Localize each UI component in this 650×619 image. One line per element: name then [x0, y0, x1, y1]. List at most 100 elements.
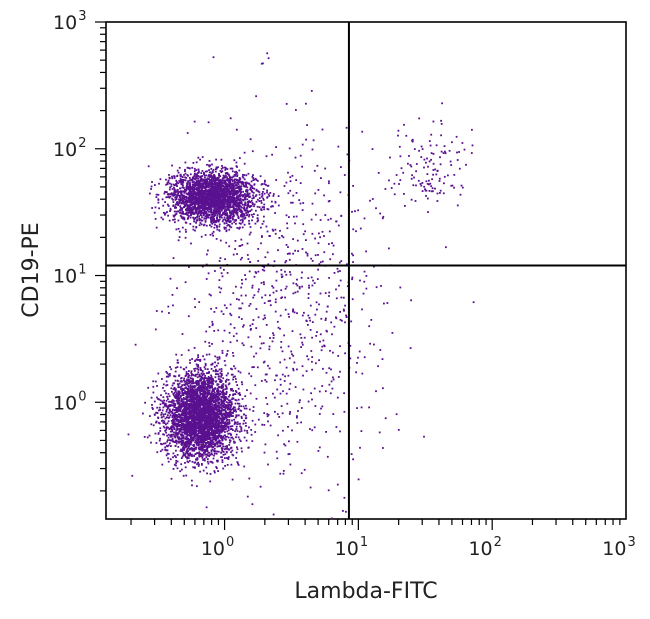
- data-point: [187, 373, 189, 375]
- data-point: [199, 438, 201, 440]
- data-point: [224, 445, 227, 448]
- data-point: [152, 385, 155, 388]
- data-point: [186, 184, 188, 187]
- data-point: [163, 426, 166, 429]
- data-point: [228, 411, 231, 414]
- data-point: [217, 198, 220, 201]
- data-point: [201, 443, 203, 446]
- data-point: [248, 426, 250, 429]
- data-point: [174, 455, 176, 457]
- data-point: [189, 173, 192, 176]
- data-point: [207, 441, 209, 443]
- data-point: [218, 413, 220, 416]
- data-point: [161, 419, 164, 422]
- data-point: [236, 203, 239, 205]
- data-point: [162, 211, 165, 214]
- data-point: [174, 221, 176, 224]
- data-point: [200, 428, 203, 431]
- data-point: [253, 213, 255, 215]
- data-point: [194, 429, 197, 432]
- data-point: [176, 427, 178, 430]
- data-point: [202, 384, 204, 387]
- data-point: [167, 457, 169, 460]
- data-point: [213, 388, 215, 390]
- data-point: [182, 412, 185, 415]
- data-point: [208, 425, 211, 428]
- data-point: [211, 386, 213, 389]
- data-point: [160, 412, 163, 414]
- data-point: [246, 432, 249, 434]
- data-point: [167, 444, 170, 447]
- data-point: [208, 383, 210, 386]
- data-point: [186, 174, 189, 176]
- data-point: [193, 386, 196, 389]
- data-point: [162, 442, 165, 445]
- data-point: [191, 197, 193, 200]
- data-point: [215, 411, 217, 414]
- data-point: [207, 446, 210, 448]
- data-point: [166, 405, 169, 408]
- data-point: [179, 392, 181, 394]
- data-point: [223, 425, 226, 428]
- data-point: [184, 172, 187, 175]
- data-point: [196, 411, 198, 414]
- data-point: [235, 399, 238, 402]
- data-point: [165, 392, 167, 395]
- data-point: [216, 467, 218, 470]
- data-point: [178, 403, 181, 406]
- data-point: [187, 214, 190, 217]
- data-point: [157, 398, 159, 400]
- data-point: [210, 450, 213, 453]
- data-point: [196, 388, 198, 391]
- data-point: [198, 446, 200, 449]
- data-point: [187, 392, 190, 395]
- data-point: [227, 403, 230, 406]
- data-point: [198, 448, 201, 451]
- data-point: [168, 395, 171, 398]
- data-point: [201, 424, 204, 427]
- data-point: [210, 178, 213, 180]
- data-point: [230, 436, 233, 439]
- data-point: [193, 405, 195, 408]
- data-point: [226, 430, 229, 433]
- data-point: [217, 375, 220, 378]
- data-point: [205, 396, 207, 399]
- data-point: [204, 407, 207, 410]
- data-point: [219, 406, 222, 409]
- data-point: [182, 451, 185, 454]
- data-point: [239, 181, 242, 184]
- data-point: [231, 222, 233, 225]
- data-point: [170, 434, 173, 436]
- data-point: [210, 416, 212, 418]
- data-point: [178, 397, 181, 400]
- data-point: [203, 451, 206, 453]
- data-point: [192, 424, 195, 427]
- data-point: [193, 368, 196, 370]
- data-point: [213, 444, 216, 447]
- data-point: [170, 439, 172, 442]
- data-point: [167, 426, 170, 429]
- data-point: [223, 422, 226, 425]
- data-point: [212, 409, 215, 411]
- data-point: [172, 421, 175, 423]
- data-point: [182, 387, 184, 390]
- data-point: [203, 358, 206, 361]
- data-point: [193, 444, 195, 446]
- data-point: [211, 422, 214, 425]
- data-point: [167, 433, 170, 436]
- data-point: [194, 441, 196, 444]
- data-point: [185, 417, 188, 420]
- data-point: [210, 427, 212, 430]
- data-point: [208, 443, 211, 446]
- data-point: [197, 430, 200, 432]
- data-point: [161, 198, 164, 201]
- data-point: [245, 211, 248, 214]
- data-point: [216, 418, 218, 421]
- data-point: [163, 192, 166, 195]
- data-point: [193, 399, 196, 402]
- data-point: [183, 448, 186, 451]
- data-point: [198, 400, 201, 402]
- data-point: [188, 210, 191, 213]
- data-point: [204, 415, 207, 418]
- data-point: [242, 219, 244, 222]
